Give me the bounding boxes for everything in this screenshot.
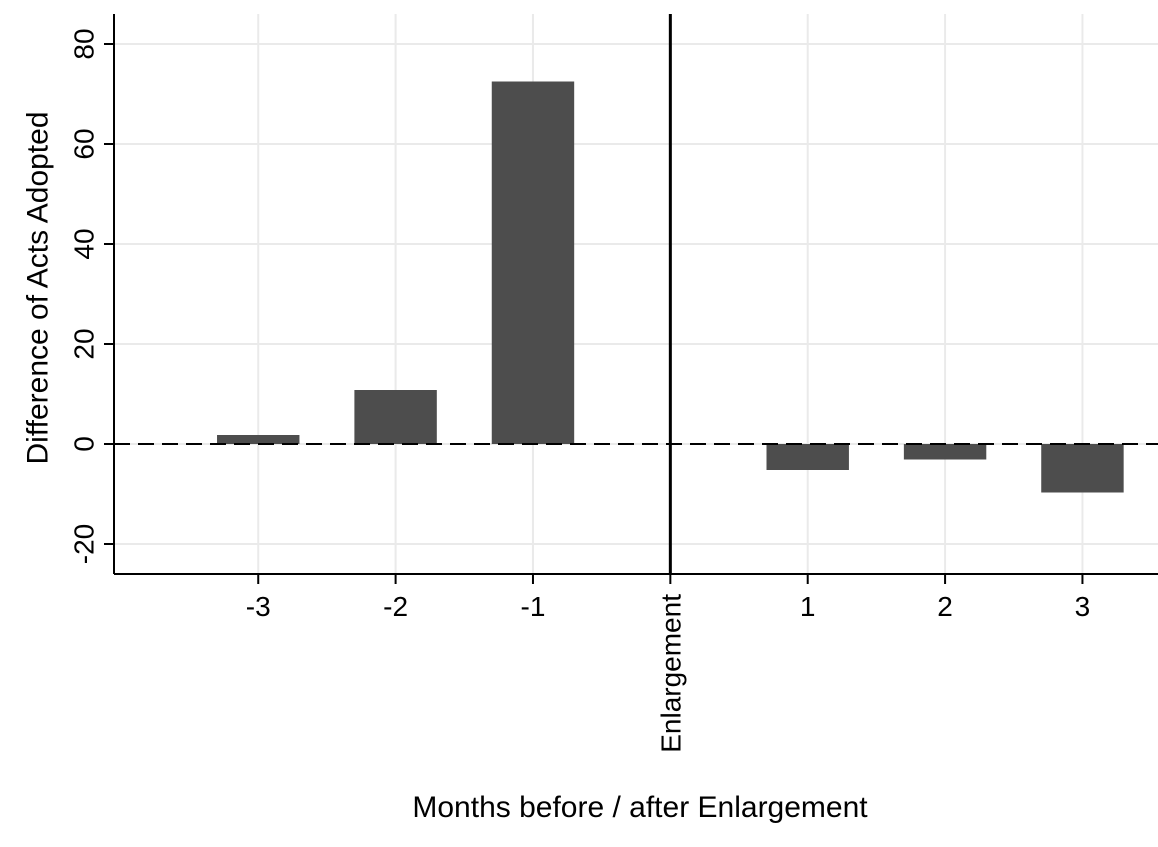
x-tick-label: 3 <box>1075 591 1091 622</box>
y-tick-label: 0 <box>69 436 100 452</box>
enlargement-label: Enlargement <box>655 594 686 753</box>
axes <box>104 14 1158 584</box>
x-tick-label: -3 <box>246 591 271 622</box>
bar--2 <box>354 390 437 444</box>
x-tick-labels: -3 -2 -1 1 2 3 <box>246 591 1090 622</box>
y-tick-label: 80 <box>69 28 100 59</box>
y-axis-title: Difference of Acts Adopted <box>22 111 55 464</box>
bar--3 <box>217 435 300 444</box>
y-tick-label: -20 <box>69 524 100 564</box>
bar-3 <box>1041 444 1124 493</box>
y-tick-labels: -20 0 20 40 60 80 <box>69 28 100 564</box>
grid-lines <box>114 14 1158 574</box>
y-tick-label: 60 <box>69 128 100 159</box>
y-tick-label: 40 <box>69 228 100 259</box>
bar-2 <box>903 444 987 460</box>
y-tick-label: 20 <box>69 328 100 359</box>
bars <box>217 81 1124 493</box>
x-axis-title: Months before / after Enlargement <box>412 791 868 824</box>
x-tick-label: -1 <box>521 591 546 622</box>
bar-1 <box>766 444 849 470</box>
x-tick-label: 1 <box>800 591 816 622</box>
bar--1 <box>491 81 575 444</box>
x-tick-label: -2 <box>383 591 408 622</box>
x-tick-label: 2 <box>937 591 953 622</box>
